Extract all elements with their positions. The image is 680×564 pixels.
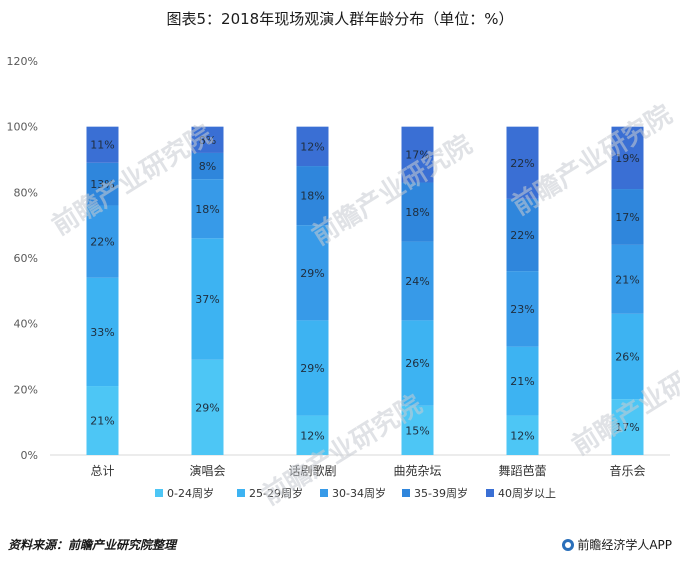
bar-segment — [401, 126, 434, 183]
bar-segment — [506, 415, 539, 455]
bar-segment — [611, 126, 644, 190]
chart-title: 图表5：2018年现场观演人群年龄分布（单位：%） — [166, 10, 514, 28]
bar-segment — [611, 244, 644, 314]
data-label: 33% — [90, 326, 114, 339]
data-label: 21% — [90, 415, 114, 428]
bar-segment — [611, 399, 644, 455]
bar-segment — [86, 205, 119, 278]
y-tick-label: 120% — [7, 55, 38, 68]
data-label: 37% — [195, 293, 219, 306]
data-label: 18% — [405, 206, 429, 219]
brand-logo-icon — [562, 539, 575, 551]
data-label: 12% — [510, 429, 534, 442]
data-label: 12% — [300, 429, 324, 442]
legend-swatch — [402, 489, 410, 497]
stacked-bar-chart: 0% 20% 40% 60% 80% 100% 120% 21% 33% 22% 13% 11% 总计 2… — [7, 55, 670, 500]
x-tick-label: 总计 — [90, 464, 114, 478]
legend-label: 30-34周岁 — [332, 486, 386, 500]
legend-label: 40周岁以上 — [498, 486, 556, 500]
bar-segment — [296, 415, 329, 455]
legend-swatch — [320, 489, 328, 497]
y-tick-label: 80% — [14, 186, 38, 199]
legend-swatch — [486, 489, 494, 497]
data-label: 18% — [195, 203, 219, 216]
bar-segment — [86, 386, 119, 455]
bar-segment — [86, 126, 119, 163]
legend-label: 0-24周岁 — [167, 486, 214, 500]
data-label: 22% — [510, 157, 534, 170]
data-label: 21% — [615, 273, 639, 286]
y-tick-label: 20% — [14, 383, 38, 396]
bar-segment — [401, 241, 434, 321]
bar-segment — [296, 166, 329, 226]
bar-segment — [191, 238, 224, 360]
data-label: 12% — [300, 140, 324, 153]
y-tick-label: 60% — [14, 252, 38, 265]
x-tick-label: 演唱会 — [189, 463, 225, 478]
data-label: 24% — [405, 275, 429, 288]
bar-segment — [191, 126, 224, 153]
bar-segment — [86, 162, 119, 206]
bar-segment — [611, 313, 644, 400]
bar-segment — [506, 271, 539, 347]
data-label: 8% — [199, 160, 216, 173]
data-label: 29% — [300, 267, 324, 280]
x-tick-label: 舞蹈芭蕾 — [498, 464, 546, 478]
legend-label: 35-39周岁 — [414, 486, 468, 500]
bar-segment — [296, 320, 329, 416]
bar-segment — [506, 126, 539, 199]
data-label: 29% — [300, 362, 324, 375]
data-label: 13% — [90, 178, 114, 191]
x-tick-label: 话剧歌剧 — [288, 463, 336, 478]
data-label: 19% — [615, 152, 639, 165]
bar-segment — [611, 189, 644, 245]
x-tick-label: 曲苑杂坛 — [393, 464, 441, 478]
source-note: 资料来源：前瞻产业研究院整理 — [8, 538, 177, 552]
data-label: 23% — [510, 303, 534, 316]
bar-segment — [296, 225, 329, 321]
data-label: 8% — [199, 134, 216, 147]
data-label: 18% — [300, 190, 324, 203]
brand-label: 前瞻经济学人APP — [562, 536, 672, 553]
bar-segment — [296, 126, 329, 167]
data-label: 15% — [405, 424, 429, 437]
bar-segment — [86, 277, 119, 387]
bar-segment — [401, 405, 434, 455]
bar-segment — [401, 320, 434, 406]
data-label: 22% — [510, 229, 534, 242]
bar-segment — [191, 179, 224, 239]
data-label: 17% — [615, 421, 639, 434]
bar-segment — [506, 346, 539, 416]
data-label: 22% — [90, 236, 114, 249]
data-label: 29% — [195, 401, 219, 414]
legend-swatch — [237, 489, 245, 497]
legend-swatch — [155, 489, 163, 497]
bar-segment — [506, 198, 539, 272]
legend-label: 25-29周岁 — [249, 486, 303, 500]
data-label: 21% — [510, 375, 534, 388]
bar-segment — [401, 182, 434, 242]
bar-segment — [191, 359, 224, 455]
data-label: 17% — [405, 149, 429, 162]
data-label: 26% — [615, 351, 639, 364]
data-label: 17% — [615, 211, 639, 224]
bar-segment — [191, 152, 224, 180]
y-tick-label: 40% — [14, 318, 38, 331]
data-label: 26% — [405, 357, 429, 370]
x-tick-label: 音乐会 — [609, 463, 645, 478]
y-tick-label: 0% — [21, 449, 38, 462]
data-label: 11% — [90, 139, 114, 152]
y-tick-label: 100% — [7, 121, 38, 134]
brand-text: 前瞻经济学人APP — [577, 538, 672, 552]
